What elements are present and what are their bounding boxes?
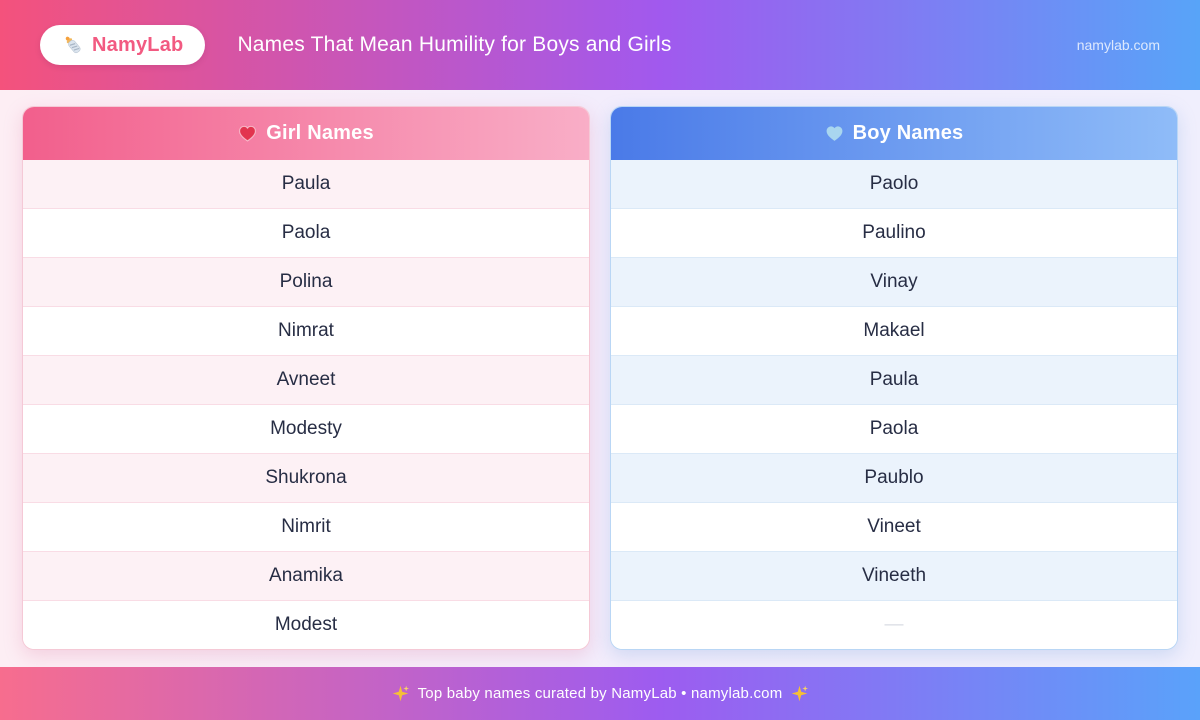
- name-row: Vineet: [611, 503, 1177, 552]
- name-row: Paula: [23, 160, 589, 209]
- top-banner: NamyLab Names That Mean Humility for Boy…: [0, 0, 1200, 90]
- name-row: Paublo: [611, 454, 1177, 503]
- site-url-label: namylab.com: [1076, 37, 1160, 53]
- logo-text: NamyLab: [92, 33, 184, 56]
- content-area: Girl Names Paula Paola Polina Nimrat Avneet M…: [0, 90, 1200, 667]
- name-row: Paula: [611, 356, 1177, 405]
- girl-names-rows: Paula Paola Polina Nimrat Avneet Modesty Shukr…: [23, 160, 589, 649]
- blue-heart-icon: [825, 124, 844, 143]
- name-row: —: [611, 601, 1177, 649]
- name-row: Paulino: [611, 209, 1177, 258]
- name-row: Vineeth: [611, 552, 1177, 601]
- name-row: Makael: [611, 307, 1177, 356]
- name-row: Polina: [23, 258, 589, 307]
- girl-names-header: Girl Names: [23, 107, 589, 160]
- namylab-logo[interactable]: NamyLab: [40, 25, 206, 65]
- name-row: Modesty: [23, 405, 589, 454]
- bottom-banner: Top baby names curated by NamyLab • namy…: [0, 667, 1200, 720]
- name-row: Anamika: [23, 552, 589, 601]
- name-row: Shukrona: [23, 454, 589, 503]
- sparkles-icon: [791, 685, 809, 702]
- red-heart-icon: [238, 124, 257, 143]
- name-row: Vinay: [611, 258, 1177, 307]
- page-title: Names That Mean Humility for Boys and Gi…: [237, 33, 672, 56]
- name-row: Avneet: [23, 356, 589, 405]
- name-row: Nimrit: [23, 503, 589, 552]
- name-row: Paola: [23, 209, 589, 258]
- name-row: Paolo: [611, 160, 1177, 209]
- footer-text: Top baby names curated by NamyLab • namy…: [417, 685, 783, 702]
- girl-names-table: Girl Names Paula Paola Polina Nimrat Avneet M…: [22, 106, 590, 650]
- boy-names-rows: Paolo Paulino Vinay Makael Paula Paola Paublo V…: [611, 160, 1177, 649]
- name-row: Paola: [611, 405, 1177, 454]
- girl-names-title: Girl Names: [266, 122, 374, 144]
- baby-bottle-icon: [62, 34, 84, 56]
- name-row: Modest: [23, 601, 589, 649]
- boy-names-title: Boy Names: [852, 122, 964, 144]
- name-row: Nimrat: [23, 307, 589, 356]
- boy-names-table: Boy Names Paolo Paulino Vinay Makael Paula Pa…: [610, 106, 1178, 650]
- boy-names-header: Boy Names: [611, 107, 1177, 160]
- sparkles-icon: [392, 685, 409, 702]
